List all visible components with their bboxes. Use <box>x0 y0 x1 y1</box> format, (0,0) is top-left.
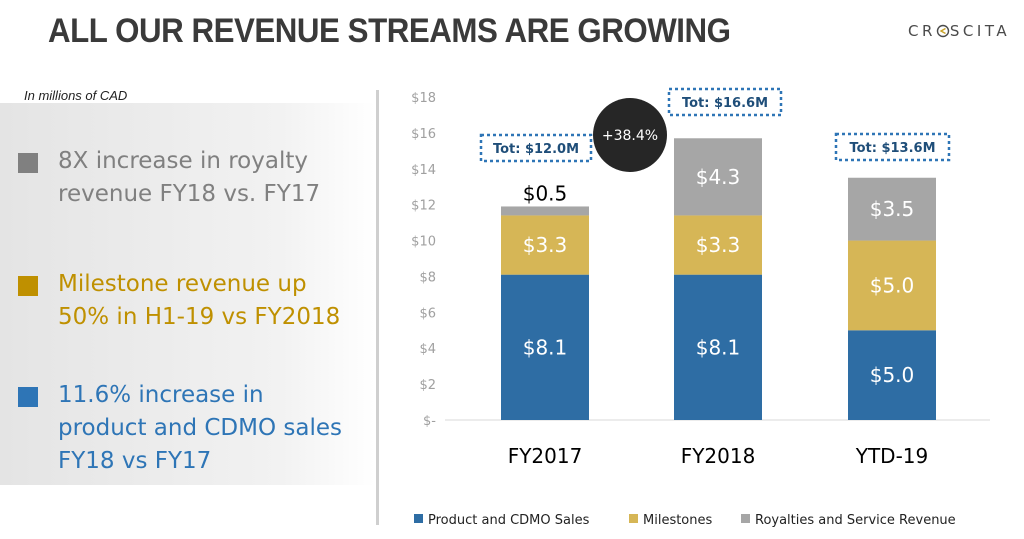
data-label: $5.0 <box>870 273 915 297</box>
bar-segment <box>848 240 936 331</box>
y-tick-label: $10 <box>411 235 436 250</box>
total-box <box>479 133 593 163</box>
units-note: In millions of CAD <box>24 88 128 103</box>
y-tick-label: $4 <box>419 342 436 357</box>
bullet-square-icon <box>18 387 38 407</box>
bullet-square-icon <box>18 276 38 296</box>
bullet-text: Milestone revenue up 50% in H1-19 vs FY2… <box>58 271 341 330</box>
data-label: $8.1 <box>523 335 568 359</box>
bullet-square-icon <box>18 153 38 173</box>
total-box <box>667 87 783 117</box>
y-tick-label: $12 <box>411 199 436 214</box>
y-tick-label: $2 <box>419 378 436 393</box>
data-label: $4.3 <box>696 165 741 189</box>
bullet-text: 8X increase in royalty revenue FY18 vs. … <box>58 148 321 207</box>
data-label: $3.5 <box>870 197 915 221</box>
data-label: $8.1 <box>696 335 741 359</box>
legend-swatch <box>629 514 638 523</box>
data-label: $5.0 <box>870 363 915 387</box>
logo-text-right: SCITA <box>949 22 1011 40</box>
y-tick-label: $16 <box>411 127 436 142</box>
growth-badge-label: +38.4% <box>602 128 658 144</box>
company-logo: CR SCITA <box>908 22 1010 40</box>
bar-segment <box>674 215 762 275</box>
bar-segment <box>501 274 589 420</box>
y-tick-label: $8 <box>419 270 436 285</box>
legend-label: Milestones <box>643 513 712 528</box>
bar-segment <box>848 177 936 241</box>
total-label: Tot: $12.0M <box>493 142 579 157</box>
x-tick-label: FY2018 <box>681 444 756 468</box>
legend-label: Royalties and Service Revenue <box>755 513 956 528</box>
y-tick-label: $- <box>423 414 436 429</box>
page-title: ALL OUR REVENUE STREAMS ARE GROWING <box>48 12 731 50</box>
logo-text-left: CR <box>908 22 936 40</box>
y-tick-label: $6 <box>419 306 436 321</box>
total-label: Tot: $13.6M <box>849 141 935 156</box>
legend-label: Product and CDMO Sales <box>428 513 590 528</box>
bullet-text: 11.6% increase in product and CDMO sales… <box>58 382 342 474</box>
bar-segment <box>674 138 762 216</box>
legend-swatch <box>741 514 750 523</box>
y-tick-label: $18 <box>411 91 436 106</box>
total-label: Tot: $16.6M <box>682 96 768 111</box>
bar-segment <box>501 215 589 275</box>
bar-segment <box>848 330 936 420</box>
legend-swatch <box>414 514 423 523</box>
growth-badge <box>593 98 667 172</box>
bar-segment <box>674 274 762 420</box>
bar-segment <box>501 206 589 216</box>
x-tick-label: FY2017 <box>508 444 583 468</box>
total-box <box>834 132 951 162</box>
data-label: $3.3 <box>523 233 568 257</box>
x-tick-label: YTD-19 <box>855 444 929 468</box>
data-label: $0.5 <box>523 181 568 205</box>
data-label: $3.3 <box>696 233 741 257</box>
logo-mark-icon <box>936 24 950 38</box>
y-tick-label: $14 <box>411 163 436 178</box>
vertical-divider <box>376 90 379 525</box>
sidebar-background <box>0 103 375 485</box>
